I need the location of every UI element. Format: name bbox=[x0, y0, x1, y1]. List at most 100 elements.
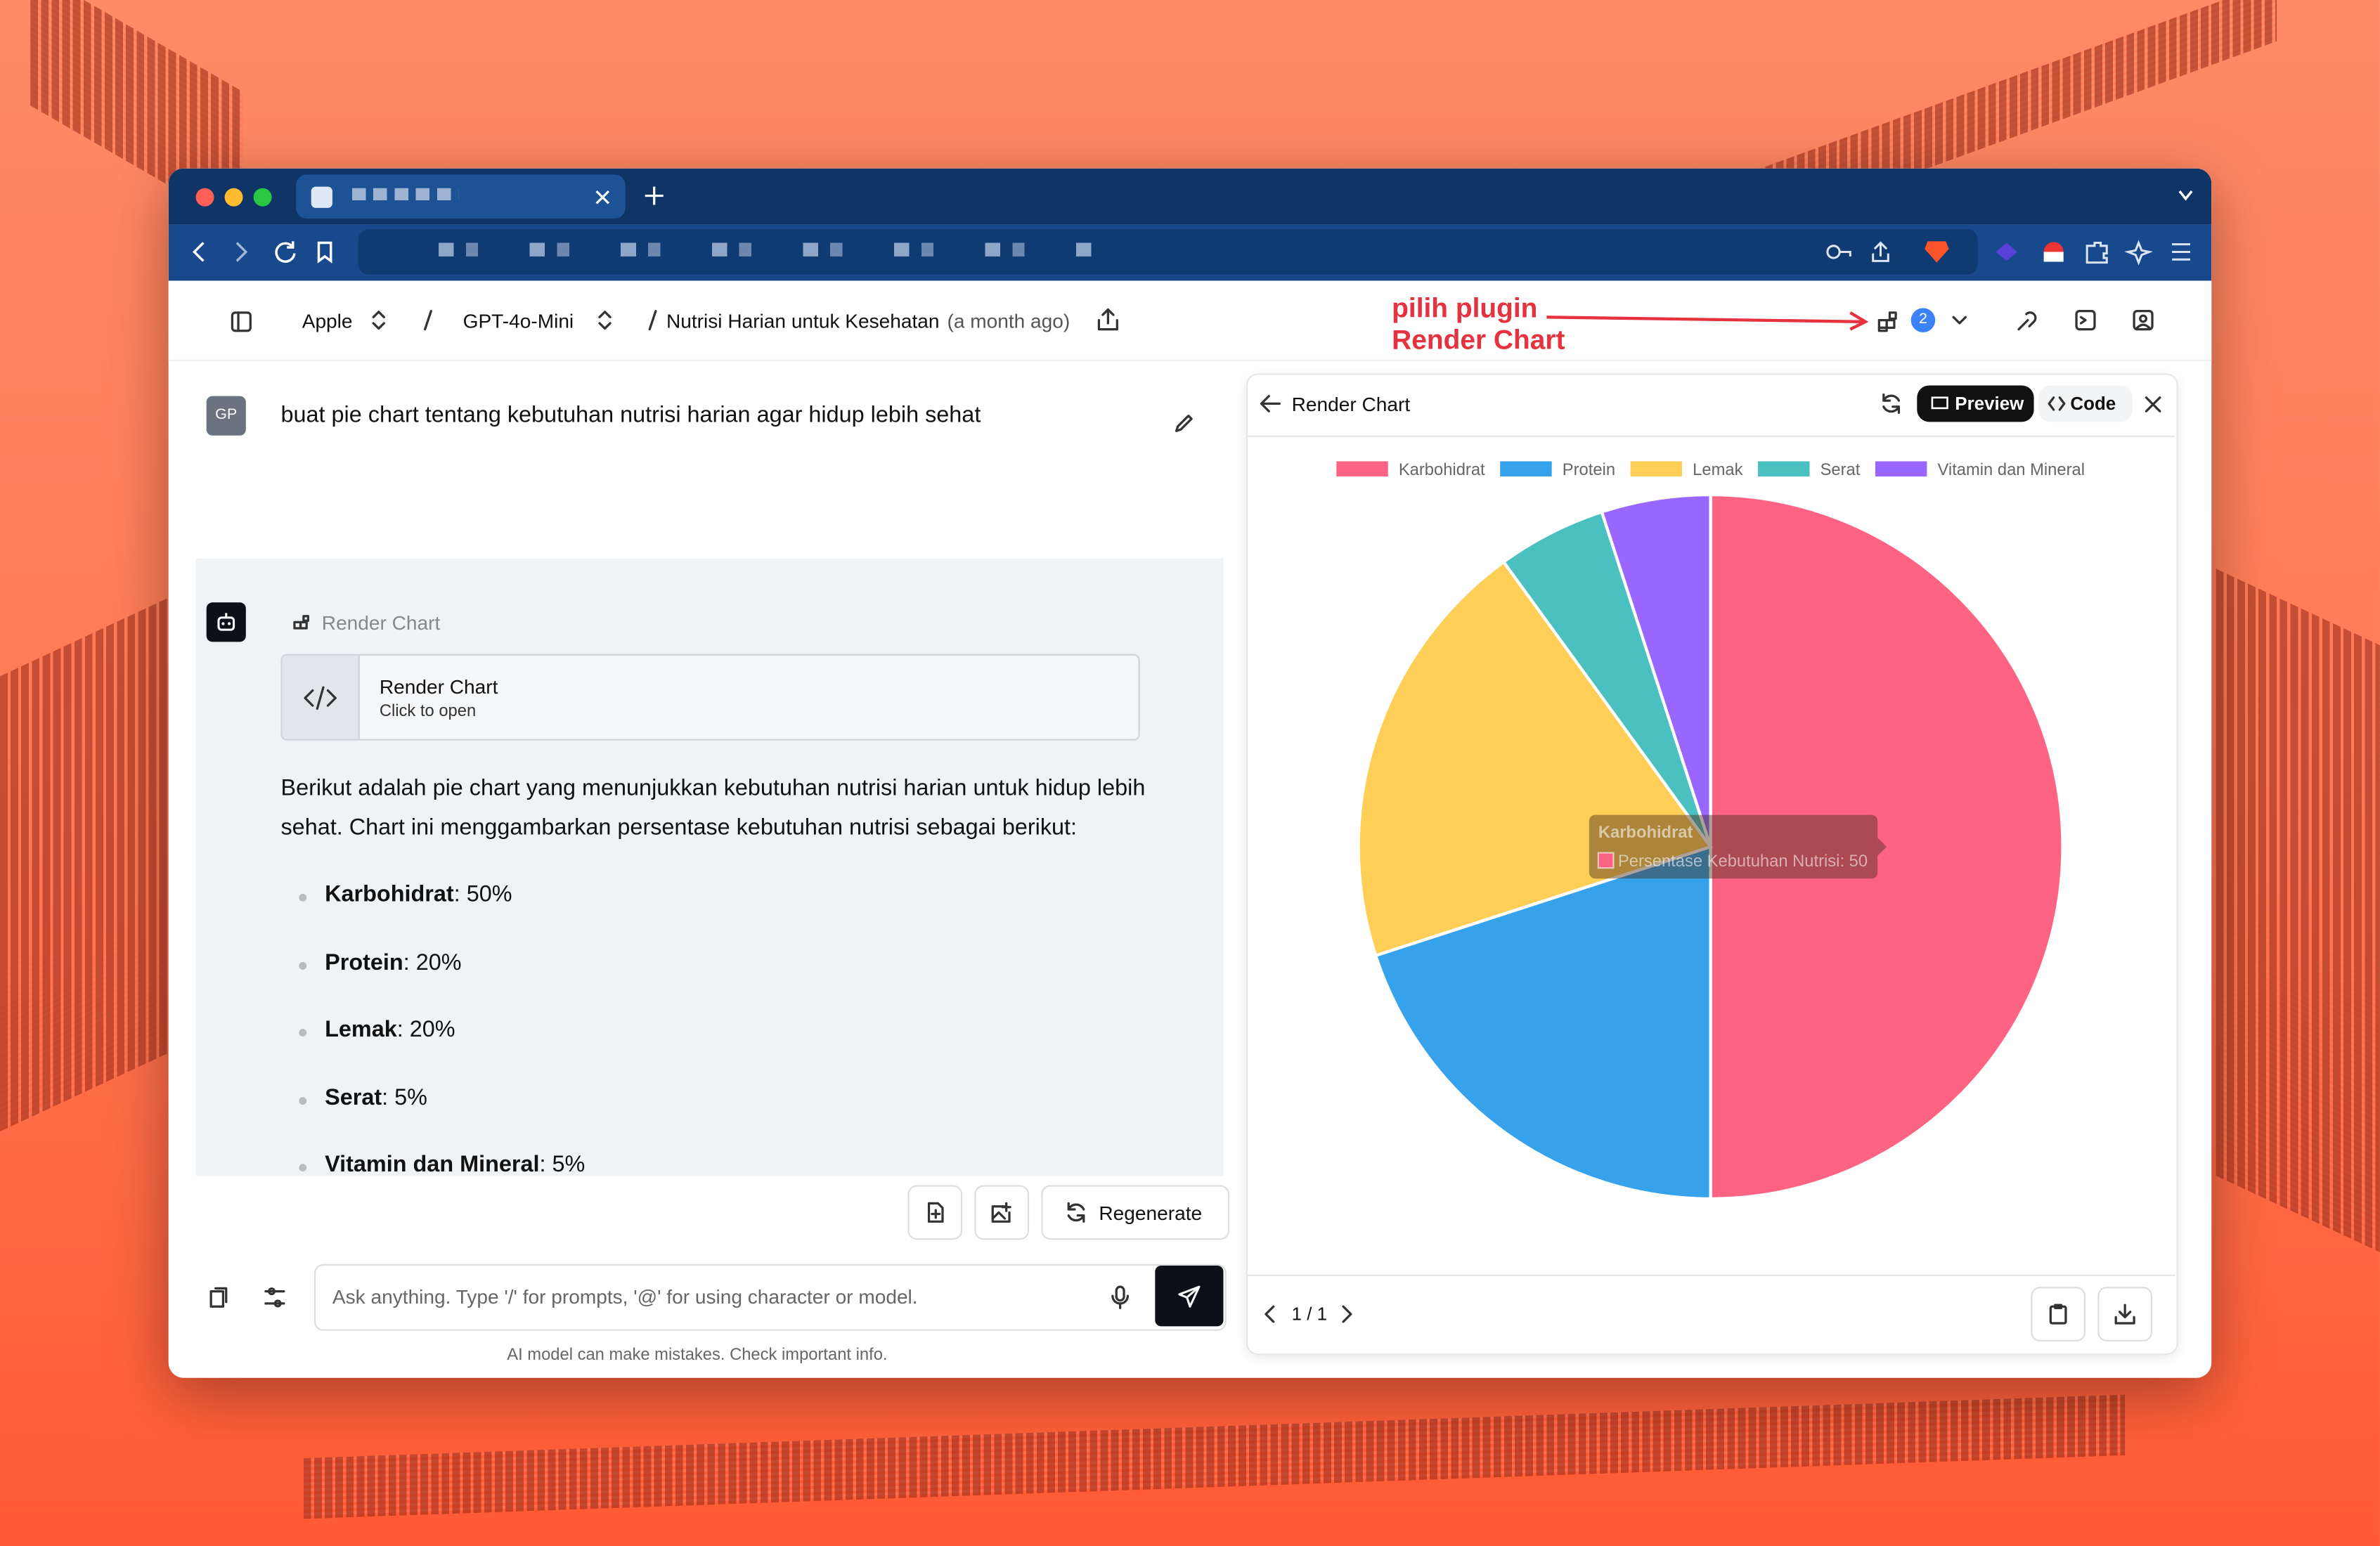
tooltip-bg bbox=[1589, 814, 1878, 879]
provider-select[interactable]: Apple bbox=[302, 309, 353, 332]
bg-pattern bbox=[303, 1394, 2126, 1519]
tooltip-body: Persentase Kebutuhan Nutrisi: 50 bbox=[1618, 852, 1868, 871]
bullet bbox=[299, 961, 307, 969]
send-button[interactable] bbox=[1155, 1265, 1224, 1327]
legend: Karbohidrat Protein Lemak Serat Vitamin dan … bbox=[1336, 460, 2085, 479]
separator bbox=[424, 310, 432, 331]
item-name: Karbohidrat bbox=[325, 881, 454, 908]
divider bbox=[1248, 435, 2175, 437]
copy-chart[interactable] bbox=[2031, 1287, 2086, 1342]
tab[interactable] bbox=[296, 174, 626, 219]
item-text: : 5% bbox=[539, 1151, 586, 1178]
tooltip-title: Karbohidrat bbox=[1598, 823, 1693, 842]
legend-swatch bbox=[1336, 461, 1388, 477]
tab-close[interactable] bbox=[595, 190, 610, 205]
header-icons[interactable] bbox=[2016, 310, 2198, 332]
icon bbox=[991, 1202, 1011, 1223]
tab-menu[interactable] bbox=[2178, 190, 2194, 202]
preview-label: Preview bbox=[1955, 393, 2024, 415]
pie-slice bbox=[1357, 559, 1714, 958]
icon bbox=[1931, 396, 1948, 410]
legend-swatch bbox=[1500, 461, 1552, 477]
list-item: Vitamin dan Mineral: 5% bbox=[325, 1152, 585, 1178]
refresh-icon[interactable] bbox=[1880, 393, 1901, 414]
edit-icon[interactable] bbox=[1173, 413, 1194, 434]
back-icon[interactable] bbox=[1260, 394, 1281, 413]
icon bbox=[1067, 1202, 1085, 1223]
preview-tab[interactable]: Preview bbox=[1917, 385, 2034, 422]
close-dot[interactable] bbox=[195, 188, 214, 207]
user-avatar: GP bbox=[206, 396, 246, 436]
pie-chart: Karbohidrat Protein Lemak Serat Vitamin dan … bbox=[1336, 460, 2085, 1201]
user-message: buat pie chart tentang kebutuhan nutrisi… bbox=[280, 402, 981, 428]
tooltip: Karbohidrat Persentase Kebutuhan Nutrisi:… bbox=[1589, 814, 1887, 879]
image-button[interactable] bbox=[974, 1185, 1030, 1240]
favicon bbox=[311, 186, 332, 208]
mic-icon[interactable] bbox=[1111, 1285, 1130, 1310]
item-name: Lemak bbox=[325, 1016, 397, 1043]
icon bbox=[2114, 1304, 2135, 1325]
regenerate-button[interactable]: Regenerate bbox=[1041, 1185, 1230, 1240]
annotation: Render Chart bbox=[1392, 325, 1565, 356]
bullet bbox=[299, 893, 307, 902]
legend-label: Vitamin dan Mineral bbox=[1938, 460, 2085, 479]
sidebar-toggle[interactable] bbox=[231, 311, 252, 332]
new-tab[interactable] bbox=[645, 186, 664, 205]
next-page[interactable] bbox=[1340, 1305, 1352, 1323]
code-label: Code bbox=[2070, 393, 2116, 415]
annotation: pilih plugin bbox=[1392, 292, 1538, 323]
app-header bbox=[168, 280, 2212, 361]
browser-window: Apple GPT-4o-Mini Nutrisi Harian untuk K… bbox=[168, 168, 2212, 1378]
list-item: Serat: 5% bbox=[325, 1084, 427, 1110]
pie-slice bbox=[1373, 844, 1712, 1201]
divider bbox=[1248, 1274, 2175, 1277]
pie-slice bbox=[1709, 493, 2064, 1201]
copy-button[interactable] bbox=[907, 1185, 963, 1240]
legend-label: Protein bbox=[1563, 460, 1615, 479]
legend-swatch bbox=[1875, 461, 1927, 477]
chat-time: (a month ago) bbox=[947, 309, 1071, 332]
icon bbox=[927, 1202, 944, 1223]
minimize-dot[interactable] bbox=[224, 188, 243, 207]
share-icon[interactable] bbox=[1097, 308, 1118, 331]
download-chart[interactable] bbox=[2097, 1287, 2153, 1342]
plugin-label: Render Chart bbox=[321, 611, 441, 635]
bot-icon bbox=[217, 613, 235, 631]
bullet bbox=[299, 1096, 307, 1104]
item-text: : 50% bbox=[453, 881, 512, 908]
list-item: Karbohidrat: 50% bbox=[325, 882, 512, 908]
item-text: : 20% bbox=[403, 949, 462, 975]
bullet bbox=[299, 1029, 307, 1037]
disclaimer: AI model can make mistakes. Check import… bbox=[507, 1346, 888, 1365]
icon bbox=[2049, 1304, 2067, 1325]
chat-input[interactable] bbox=[313, 1264, 1227, 1331]
plugin-card[interactable]: Render Chart Click to open bbox=[280, 654, 1140, 741]
prev-page[interactable] bbox=[1265, 1305, 1276, 1323]
separator bbox=[648, 310, 657, 331]
icon bbox=[2048, 396, 2066, 411]
model-select[interactable]: GPT-4o-Mini bbox=[463, 309, 574, 332]
legend-label: Karbohidrat bbox=[1399, 460, 1485, 479]
input-tools[interactable] bbox=[208, 1287, 335, 1309]
zoom-dot[interactable] bbox=[253, 188, 272, 207]
code-tab[interactable]: Code bbox=[2038, 385, 2133, 422]
list-item: Lemak: 20% bbox=[325, 1017, 455, 1043]
chat-title: Nutrisi Harian untuk Kesehatan bbox=[666, 309, 940, 332]
pager: 1 / 1 bbox=[1291, 1303, 1328, 1325]
close-panel[interactable] bbox=[2145, 396, 2161, 413]
chevron bbox=[372, 311, 385, 330]
blurred-tab-title bbox=[351, 188, 459, 201]
panel-title: Render Chart bbox=[1291, 393, 1411, 416]
plugin-icon[interactable] bbox=[1877, 311, 1899, 332]
item-text: : 20% bbox=[396, 1016, 455, 1043]
plugin-count: 2 bbox=[1910, 308, 1936, 332]
nav-buttons[interactable] bbox=[190, 240, 357, 264]
toolbar-icons[interactable] bbox=[1826, 240, 2191, 266]
bg-pattern bbox=[2216, 569, 2380, 1252]
tooltip-swatch bbox=[1597, 852, 1615, 869]
chevron[interactable] bbox=[1952, 316, 1967, 326]
blurred-url bbox=[439, 242, 1092, 256]
legend-swatch bbox=[1630, 461, 1683, 477]
